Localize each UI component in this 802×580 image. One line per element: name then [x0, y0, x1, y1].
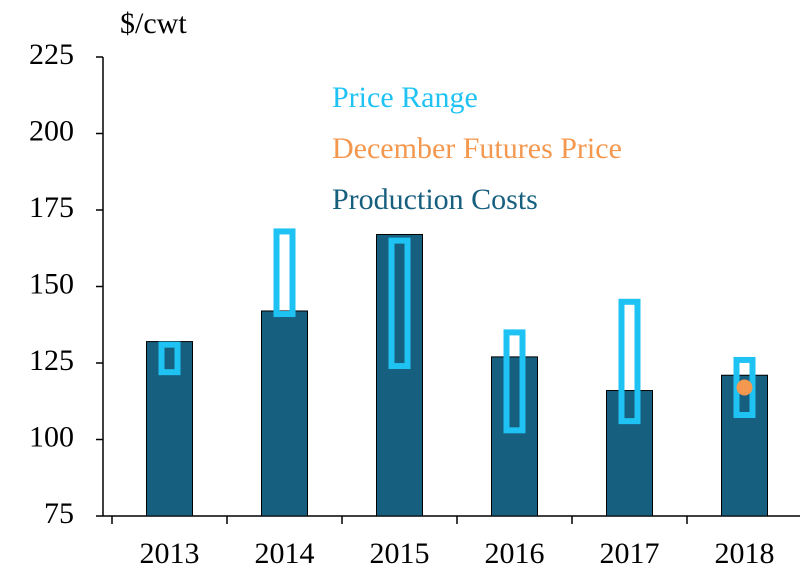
y-tick-label: 125 — [29, 344, 74, 377]
x-tick-label: 2013 — [140, 537, 200, 570]
x-tick-label: 2017 — [600, 537, 660, 570]
x-tick-label: 2018 — [715, 537, 775, 570]
price-range — [388, 237, 411, 370]
bar — [491, 356, 538, 517]
x-tick-label: 2014 — [255, 537, 315, 570]
bar — [606, 390, 653, 517]
y-axis-title: $/cwt — [120, 7, 187, 40]
x-tick-label: 2016 — [485, 537, 545, 570]
price-range — [618, 298, 641, 425]
price-range — [503, 329, 526, 434]
bar — [261, 310, 308, 517]
y-tick-label: 150 — [29, 267, 74, 300]
x-tick-label: 2015 — [370, 537, 430, 570]
price-range — [158, 341, 181, 376]
legend-entry: Production Costs — [332, 183, 538, 216]
legend-entry: December Futures Price — [332, 132, 622, 165]
futures-dot — [736, 379, 753, 396]
y-tick-label: 225 — [29, 38, 74, 71]
legend-entry: Price Range — [332, 81, 478, 114]
bar — [376, 233, 423, 517]
bar — [721, 374, 768, 517]
y-tick-label: 100 — [29, 420, 74, 453]
y-tick-label: 200 — [29, 114, 74, 147]
y-tick-label: 175 — [29, 191, 74, 224]
bar — [146, 341, 193, 517]
y-tick-label: 75 — [44, 497, 74, 530]
price-range — [273, 228, 296, 318]
